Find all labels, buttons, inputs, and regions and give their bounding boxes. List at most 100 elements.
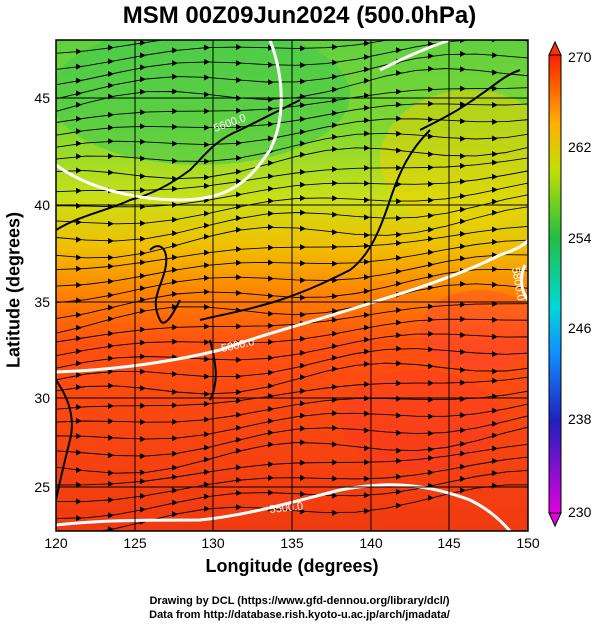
wind-arrow bbox=[236, 490, 242, 497]
wind-arrow bbox=[460, 24, 466, 30]
wind-arrow bbox=[140, 173, 146, 180]
wind-arrow bbox=[300, 169, 306, 176]
wind-arrow bbox=[300, 209, 306, 216]
wind-arrow bbox=[300, 362, 306, 369]
wind-arrow bbox=[108, 237, 114, 244]
wind-arrow bbox=[332, 122, 338, 129]
wind-arrow bbox=[140, 308, 146, 315]
wind-arrow bbox=[140, 52, 146, 59]
wind-arrow bbox=[300, 439, 306, 446]
colorbar-label: 230 bbox=[568, 504, 592, 520]
wind-arrow bbox=[300, 335, 306, 342]
wind-arrow bbox=[492, 135, 498, 142]
wind-arrow bbox=[300, 225, 306, 232]
wind-arrow bbox=[76, 236, 82, 243]
wind-arrow bbox=[236, 29, 242, 35]
wind-arrow bbox=[332, 195, 338, 202]
wind-arrow bbox=[204, 124, 210, 131]
wind-arrow bbox=[492, 266, 498, 273]
contour-label: 5500.0 bbox=[269, 501, 304, 516]
wind-arrow bbox=[108, 263, 114, 270]
wind-arrow bbox=[492, 151, 498, 158]
x-tick-label: 125 bbox=[123, 535, 147, 551]
wind-arrow bbox=[332, 293, 338, 300]
wind-arrow bbox=[428, 164, 434, 171]
wind-arrow bbox=[300, 412, 306, 419]
wind-arrow bbox=[76, 360, 82, 367]
wind-arrow bbox=[236, 60, 242, 67]
wind-arrow bbox=[492, 432, 498, 439]
wind-arrow bbox=[460, 40, 466, 44]
wind-arrow bbox=[428, 330, 434, 337]
wind-arrow bbox=[428, 16, 434, 22]
wind-arrow bbox=[268, 185, 274, 192]
wind-arrow bbox=[76, 77, 82, 84]
wind-arrow bbox=[460, 178, 466, 185]
wind-arrow bbox=[332, 316, 338, 323]
wind-arrow bbox=[396, 181, 402, 188]
wind-arrow bbox=[268, 441, 274, 448]
wind-arrow bbox=[428, 86, 434, 93]
wind-arrow bbox=[172, 60, 178, 67]
wind-arrow bbox=[204, 210, 210, 217]
wind-arrow bbox=[428, 226, 434, 233]
wind-arrow bbox=[300, 491, 306, 498]
y-tick-label: 30 bbox=[34, 390, 50, 406]
wind-arrow bbox=[236, 373, 242, 380]
wind-arrow bbox=[332, 330, 338, 337]
wind-arrow bbox=[76, 202, 82, 209]
wind-arrow bbox=[492, 281, 498, 288]
wind-arrow bbox=[300, 102, 306, 109]
wind-arrow bbox=[332, 441, 338, 448]
x-tick-label: 145 bbox=[437, 535, 461, 551]
wind-arrow bbox=[236, 140, 242, 147]
wind-arrow bbox=[108, 470, 114, 477]
wind-arrow bbox=[172, 511, 178, 518]
wind-arrow bbox=[172, 47, 178, 54]
wind-arrow bbox=[172, 242, 178, 249]
wind-arrow bbox=[364, 144, 370, 151]
wind-arrow bbox=[76, 481, 82, 488]
streamline bbox=[56, 87, 528, 123]
wind-arrow bbox=[204, 44, 210, 51]
wind-arrow bbox=[236, 323, 242, 330]
wind-arrow bbox=[140, 285, 146, 292]
wind-arrow bbox=[236, 155, 242, 162]
plot-frame bbox=[55, 39, 529, 532]
wind-arrow bbox=[364, 214, 370, 221]
y-tick-label: 40 bbox=[34, 197, 50, 213]
wind-arrow bbox=[332, 410, 338, 417]
wind-arrow bbox=[268, 105, 274, 112]
wind-arrow bbox=[460, 230, 466, 237]
wind-arrow bbox=[204, 262, 210, 269]
wind-arrow bbox=[204, 416, 210, 423]
wind-arrow bbox=[204, 400, 210, 407]
wind-arrow bbox=[108, 342, 114, 349]
wind-arrow bbox=[396, 69, 402, 76]
wind-arrow bbox=[300, 459, 306, 466]
wind-arrow bbox=[300, 29, 306, 35]
wind-arrow bbox=[108, 292, 114, 299]
wind-arrow bbox=[140, 272, 146, 279]
wind-arrow bbox=[460, 85, 466, 92]
wind-arrow bbox=[460, 316, 466, 323]
wind-arrow bbox=[364, 92, 370, 99]
wind-arrow bbox=[300, 400, 306, 407]
y-tick-label: 35 bbox=[34, 294, 50, 310]
wind-arrow bbox=[172, 487, 178, 494]
wind-arrow bbox=[364, 165, 370, 172]
wind-arrow bbox=[268, 461, 274, 468]
wind-arrow bbox=[268, 61, 274, 68]
wind-arrow bbox=[428, 446, 434, 453]
wind-arrow bbox=[300, 311, 306, 318]
wind-arrow bbox=[300, 425, 306, 432]
wind-arrow bbox=[76, 265, 82, 272]
wind-arrow bbox=[236, 178, 242, 185]
wind-arrow bbox=[428, 273, 434, 280]
wind-arrow bbox=[236, 504, 242, 511]
wind-arrow bbox=[204, 304, 210, 311]
wind-arrow bbox=[460, 101, 466, 108]
wind-arrow bbox=[236, 215, 242, 222]
wind-arrow bbox=[492, 22, 498, 28]
